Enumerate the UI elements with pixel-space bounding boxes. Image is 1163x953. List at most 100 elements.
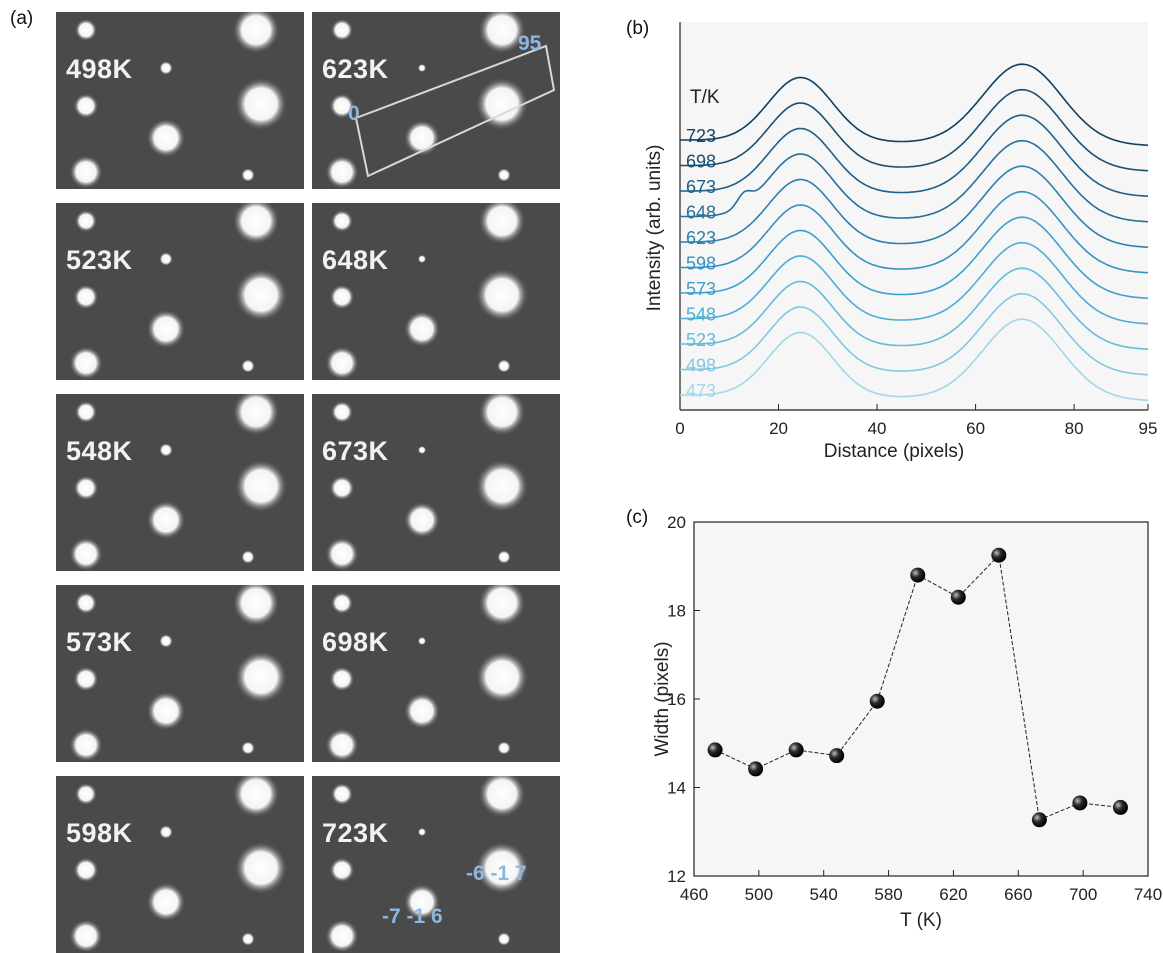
diffraction-spot xyxy=(478,394,526,436)
diffraction-spot xyxy=(159,252,173,266)
x-tick-label: 580 xyxy=(874,885,902,904)
box-start-label: 0 xyxy=(348,102,360,125)
legend-title: T/K xyxy=(690,87,720,108)
data-point xyxy=(991,547,1007,563)
diffraction-spot-layer xyxy=(325,394,529,571)
diffraction-spot xyxy=(146,691,186,731)
diffraction-spot xyxy=(417,636,427,646)
diffraction-spot xyxy=(497,550,511,564)
series-label: 648 xyxy=(686,203,716,223)
data-point xyxy=(748,761,764,777)
x-tick-label: 660 xyxy=(1004,885,1032,904)
diffraction-spot xyxy=(232,585,280,627)
diffraction-spot xyxy=(74,782,98,806)
tile-temperature-label: 498K xyxy=(66,54,133,84)
diffraction-spot xyxy=(330,400,354,424)
series-label: 698 xyxy=(686,152,716,172)
diffraction-spot xyxy=(329,857,355,883)
x-tick-label: 20 xyxy=(769,419,788,438)
series-label: 623 xyxy=(686,228,716,248)
data-point xyxy=(829,748,845,764)
diffraction-spot xyxy=(159,61,173,75)
tile-temperature-label: 648K xyxy=(322,245,389,275)
diffraction-spot xyxy=(403,883,441,921)
box-end-label: 95 xyxy=(518,32,542,55)
diffraction-tile: 723K xyxy=(312,776,560,953)
diffraction-tile: 523K xyxy=(56,203,304,380)
diffraction-spot xyxy=(234,77,288,131)
y-axis-title: Intensity (arb. units) xyxy=(644,145,665,312)
diffraction-spot xyxy=(73,857,99,883)
series-label: 548 xyxy=(686,305,716,325)
diffraction-spot xyxy=(329,284,355,310)
data-line xyxy=(714,554,1121,821)
diffraction-spot xyxy=(475,77,529,131)
data-point xyxy=(910,567,926,583)
diffraction-spot xyxy=(234,268,288,322)
diffraction-spot xyxy=(330,591,354,615)
diffraction-spot-layer xyxy=(325,203,529,380)
diffraction-spot xyxy=(241,168,255,182)
diffraction-spot xyxy=(475,459,529,513)
diffraction-spot xyxy=(325,919,359,953)
series-label: 573 xyxy=(686,279,716,299)
diffraction-spot xyxy=(232,394,280,436)
diffraction-spot xyxy=(73,475,99,501)
profile-line-723 xyxy=(679,63,1149,146)
diffraction-spot xyxy=(478,776,526,818)
diffraction-spot-layer xyxy=(69,776,288,953)
panel-a-label: (a) xyxy=(10,8,34,29)
diffraction-spot xyxy=(241,359,255,373)
integration-box xyxy=(354,44,556,178)
diffraction-spot xyxy=(234,841,288,895)
diffraction-spot-layer xyxy=(69,585,288,762)
diffraction-spot xyxy=(497,168,511,182)
diffraction-spot xyxy=(417,827,427,837)
panel-b-label: (b) xyxy=(626,18,650,39)
diffraction-spot xyxy=(329,475,355,501)
tile-temperature-label: 598K xyxy=(66,818,133,848)
data-point xyxy=(950,589,966,605)
y-tick-label: 12 xyxy=(667,867,686,886)
diffraction-spot xyxy=(74,18,98,42)
diffraction-spot xyxy=(330,18,354,42)
diffraction-spot xyxy=(232,776,280,818)
diffraction-spot xyxy=(497,741,511,755)
diffraction-tile: 498K xyxy=(56,12,304,189)
x-tick-label: 40 xyxy=(868,419,887,438)
profile-line-523 xyxy=(679,267,1149,350)
miller-index-left: -7 -1 6 xyxy=(382,905,443,928)
diffraction-spot xyxy=(478,585,526,627)
diffraction-spot xyxy=(146,882,186,922)
x-axis-title: Distance (pixels) xyxy=(824,441,964,462)
y-axis-title: Width (pixels) xyxy=(652,641,673,756)
diffraction-spot xyxy=(73,284,99,310)
data-point xyxy=(788,742,804,758)
profile-line-623 xyxy=(679,165,1149,248)
x-tick-label: 95 xyxy=(1139,419,1158,438)
x-tick-label: 620 xyxy=(939,885,967,904)
panel-c-label: (c) xyxy=(626,507,649,528)
x-tick-label: 0 xyxy=(675,419,684,438)
series-label: 498 xyxy=(686,356,716,376)
x-tick-label: 60 xyxy=(966,419,985,438)
diffraction-spot xyxy=(146,500,186,540)
diffraction-spot-layer xyxy=(325,776,529,953)
data-point xyxy=(707,742,723,758)
tile-temperature-label: 723K xyxy=(322,818,389,848)
diffraction-spot xyxy=(146,309,186,349)
diffraction-spot xyxy=(234,459,288,513)
plot-frame xyxy=(693,521,1149,877)
miller-index-right: -6 -1 7 xyxy=(466,862,527,885)
profile-line-573 xyxy=(679,216,1149,299)
x-tick-label: 460 xyxy=(680,885,708,904)
tile-temperature-label: 573K xyxy=(66,627,133,657)
diffraction-spot xyxy=(232,203,280,245)
diffraction-tile: 548K xyxy=(56,394,304,571)
diffraction-spot xyxy=(232,12,280,54)
diffraction-spot xyxy=(329,666,355,692)
diffraction-spot-layer xyxy=(69,394,288,571)
diffraction-spot-layer xyxy=(69,203,288,380)
data-point xyxy=(1031,812,1047,828)
diffraction-tile: 648K xyxy=(312,203,560,380)
